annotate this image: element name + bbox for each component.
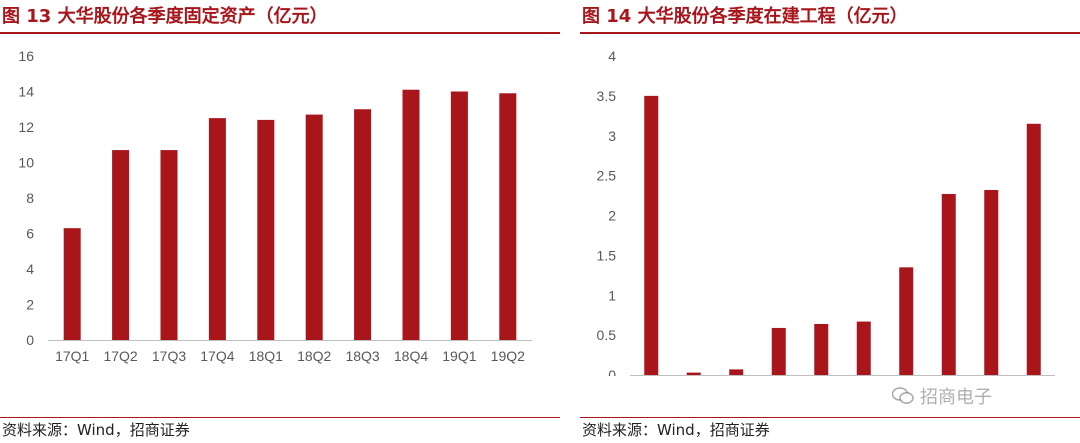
x-tick-label: 17Q3 [152,348,186,364]
y-tick-label: 16 [18,48,34,64]
title-rule [580,32,1080,34]
y-tick-label: 6 [26,226,34,242]
bar-17q2 [112,150,130,340]
bar-18q1 [257,119,275,341]
y-tick-label: 14 [18,84,34,100]
x-tick-label: 18Q4 [394,348,428,364]
y-tick-label: 2 [608,208,616,224]
bar-19q1 [450,91,468,340]
bar-18q4 [402,89,420,340]
figure-13-title: 图 13 大华股份各季度固定资产（亿元） [2,6,328,27]
y-tick-label: 4 [26,261,34,277]
bar-19q1 [984,189,999,375]
bar-18q3 [354,109,372,340]
bar-18q2 [305,114,323,340]
bar-18q4 [941,193,956,375]
watermark: 招商电子 [892,383,992,409]
title-rule [0,32,560,34]
x-tick-label: 19Q1 [442,348,476,364]
y-tick-label: 0 [608,367,616,376]
wechat-icon [892,387,914,404]
source-rule [580,417,1080,418]
watermark-text: 招商电子 [920,387,992,408]
y-tick-label: 2.5 [597,168,617,184]
y-tick-label: 8 [26,190,34,206]
y-tick-label: 4 [608,48,616,64]
bar-17q2 [686,372,701,375]
y-tick-label: 12 [18,119,34,135]
fixed-assets-panel: 图 13 大华股份各季度固定资产（亿元） 0 2 4 6 8 10 12 14 16 17Q1 17… [0,6,560,439]
x-tick-label: 17Q2 [103,348,137,364]
y-tick-label: 1.5 [597,247,617,263]
y-tick-label: 3 [608,128,616,144]
x-tick-label: 18Q3 [345,348,379,364]
bar-19q2 [499,93,517,341]
y-tick-label: 10 [18,155,34,171]
figure-14-source: 资料来源：Wind，招商证券 [582,421,770,439]
x-tick-label: 18Q2 [297,348,331,364]
bar-17q3 [160,150,178,340]
construction-in-progress-panel: 图 14 大华股份各季度在建工程（亿元） 00.511.522.533.5417… [580,0,1080,443]
source-rule [0,417,560,418]
x-tick-label: 17Q4 [200,348,234,364]
construction-in-progress-bar-chart: 00.511.522.533.5417Q117Q217Q317Q418Q118Q… [597,48,1055,376]
figure-14-title: 图 14 大华股份各季度在建工程（亿元） [582,6,908,27]
bar-17q1 [63,228,81,340]
x-tick-label: 18Q1 [249,348,283,364]
bar-17q3 [729,369,744,375]
fixed-assets-bar-chart: 0 2 4 6 8 10 12 14 16 17Q1 17Q2 17Q3 17Q4 18Q1 18Q2 18Q… [18,48,532,364]
x-tick-label: 19Q2 [491,348,525,364]
bar-17q4 [208,118,226,340]
bar-19q2 [1026,123,1041,375]
bar-17q4 [771,327,786,375]
x-tick-label: 17Q1 [55,348,89,364]
figure-13-source: 资料来源：Wind，招商证券 [2,421,190,439]
y-tick-label: 1 [608,287,616,303]
bar-18q1 [814,323,829,375]
bar-18q3 [899,267,914,375]
bar-17q1 [644,95,659,375]
y-tick-label: 0 [26,332,34,348]
y-tick-label: 0.5 [597,327,617,343]
bar-18q2 [856,321,871,375]
y-tick-label: 2 [26,297,34,313]
y-tick-label: 3.5 [597,88,617,104]
